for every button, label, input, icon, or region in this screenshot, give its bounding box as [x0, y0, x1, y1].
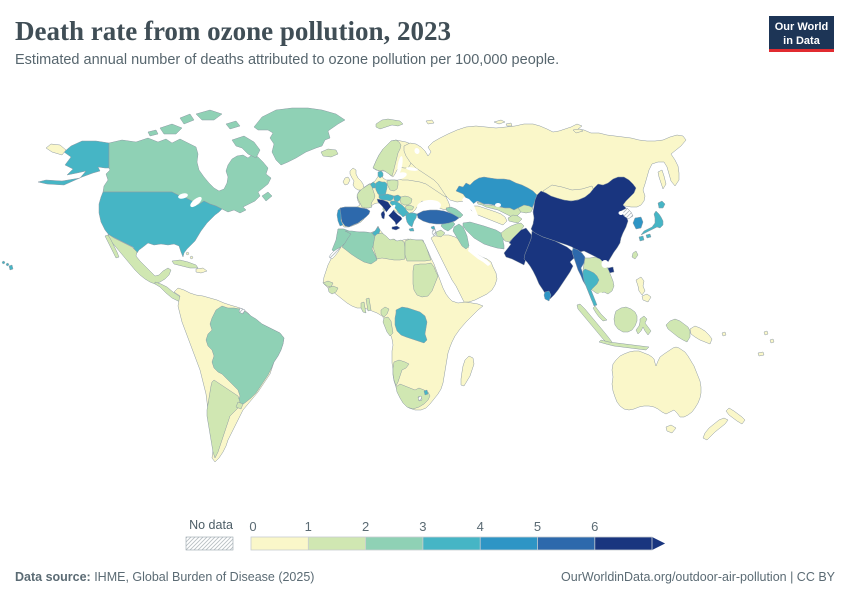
svg-text:1: 1 — [305, 519, 312, 534]
svg-text:4: 4 — [477, 519, 484, 534]
svg-text:0: 0 — [249, 519, 256, 534]
svg-text:6: 6 — [591, 519, 598, 534]
svg-text:3: 3 — [419, 519, 426, 534]
svg-text:2: 2 — [362, 519, 369, 534]
svg-text:5: 5 — [534, 519, 541, 534]
